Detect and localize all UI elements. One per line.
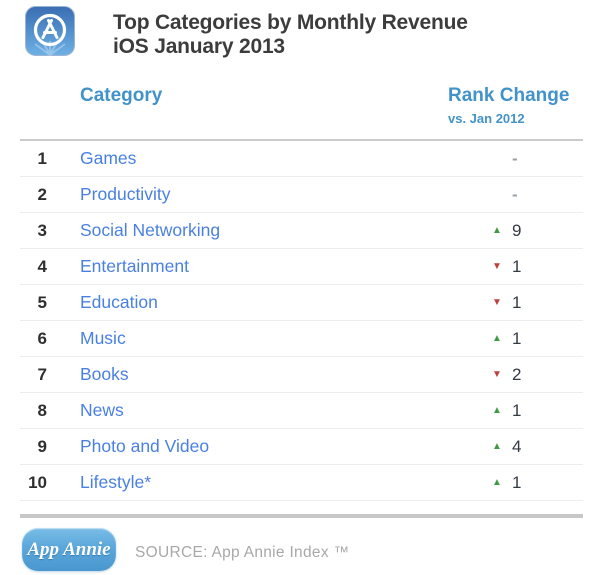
rank-change-value: 1: [512, 400, 522, 420]
table-row: 10 Lifestyle* 1: [20, 465, 583, 501]
rank-number: 1: [37, 148, 47, 168]
rank-change-arrow-icon: [492, 370, 506, 380]
bottom-divider: [20, 514, 583, 518]
page-title-line1: Top Categories by Monthly Revenue: [113, 11, 468, 34]
rank-change-value: 2: [512, 364, 522, 384]
rank-change-cell: 1: [492, 249, 521, 284]
rank-change-value: 9: [512, 220, 522, 240]
rank-number: 10: [28, 472, 47, 492]
table-row: 8 News 1: [20, 393, 583, 429]
rank-change-subheader: vs. Jan 2012: [448, 111, 525, 126]
app-store-icon: [25, 6, 75, 56]
table-row: 3 Social Networking 9: [20, 213, 583, 249]
rank-number: 4: [37, 256, 47, 276]
category-link[interactable]: Games: [80, 148, 137, 168]
table-row: 4 Entertainment 1: [20, 249, 583, 285]
category-link[interactable]: Music: [80, 328, 126, 348]
rank-change-column-header: Rank Change vs. Jan 2012: [448, 85, 569, 126]
table-row: 6 Music 1: [20, 321, 583, 357]
category-link[interactable]: News: [80, 400, 124, 420]
rank-change-arrow-icon: [492, 262, 506, 272]
table-row: 2 Productivity -: [20, 177, 583, 213]
rank-number: 7: [37, 364, 47, 384]
app-annie-logo-text: App Annie: [27, 538, 111, 560]
rank-change-arrow-icon: [492, 334, 506, 344]
rank-change-cell: 1: [492, 393, 521, 428]
rank-change-cell: 9: [492, 213, 521, 248]
table-row: 1 Games -: [20, 141, 583, 177]
rank-change-value: 1: [512, 472, 522, 492]
rank-change-arrow-icon: [492, 442, 506, 452]
table-row: 9 Photo and Video 4: [20, 429, 583, 465]
rank-change-value: 4: [512, 436, 522, 456]
rank-number: 2: [37, 184, 47, 204]
rank-change-cell: 2: [492, 357, 521, 392]
rank-change-arrow-icon: [492, 478, 506, 488]
category-rank-table: 1 Games - 2 Productivity - 3 Social Netw…: [20, 139, 583, 501]
category-link[interactable]: Photo and Video: [80, 436, 210, 456]
rank-change-cell: 1: [492, 321, 521, 356]
rank-change-value: -: [512, 148, 518, 168]
rank-change-header-label: Rank Change: [448, 85, 570, 106]
rank-change-value: 1: [512, 256, 522, 276]
rank-change-cell: 4: [492, 429, 521, 464]
rank-change-cell: 1: [492, 465, 521, 500]
rank-number: 9: [37, 436, 47, 456]
rank-change-cell: -: [492, 141, 518, 176]
rank-number: 5: [37, 292, 47, 312]
rank-change-cell: 1: [492, 285, 521, 320]
category-link[interactable]: Social Networking: [80, 220, 221, 240]
category-link[interactable]: Lifestyle*: [80, 472, 152, 492]
rank-change-arrow-icon: [492, 226, 506, 236]
category-column-header: Category: [80, 85, 163, 106]
rank-change-cell: -: [492, 177, 518, 212]
table-row: 5 Education 1: [20, 285, 583, 321]
category-link[interactable]: Productivity: [80, 184, 171, 204]
source-attribution: SOURCE: App Annie Index ™: [135, 544, 350, 561]
rank-number: 8: [37, 400, 47, 420]
rank-number: 6: [37, 328, 47, 348]
app-store-icon-graphic: [25, 6, 75, 56]
category-link[interactable]: Books: [80, 364, 129, 384]
category-link[interactable]: Education: [80, 292, 158, 312]
page-title: Top Categories by Monthly Revenue iOS Ja…: [113, 11, 468, 59]
page-title-line2: iOS January 2013: [113, 35, 285, 58]
rank-change-arrow-icon: [492, 406, 506, 416]
rank-change-arrow-icon: [492, 298, 506, 308]
app-annie-logo: App Annie: [22, 528, 116, 571]
rank-change-value: 1: [512, 328, 522, 348]
rank-change-value: 1: [512, 292, 522, 312]
category-link[interactable]: Entertainment: [80, 256, 189, 276]
table-row: 7 Books 2: [20, 357, 583, 393]
rank-number: 3: [37, 220, 47, 240]
rank-change-value: -: [512, 184, 518, 204]
